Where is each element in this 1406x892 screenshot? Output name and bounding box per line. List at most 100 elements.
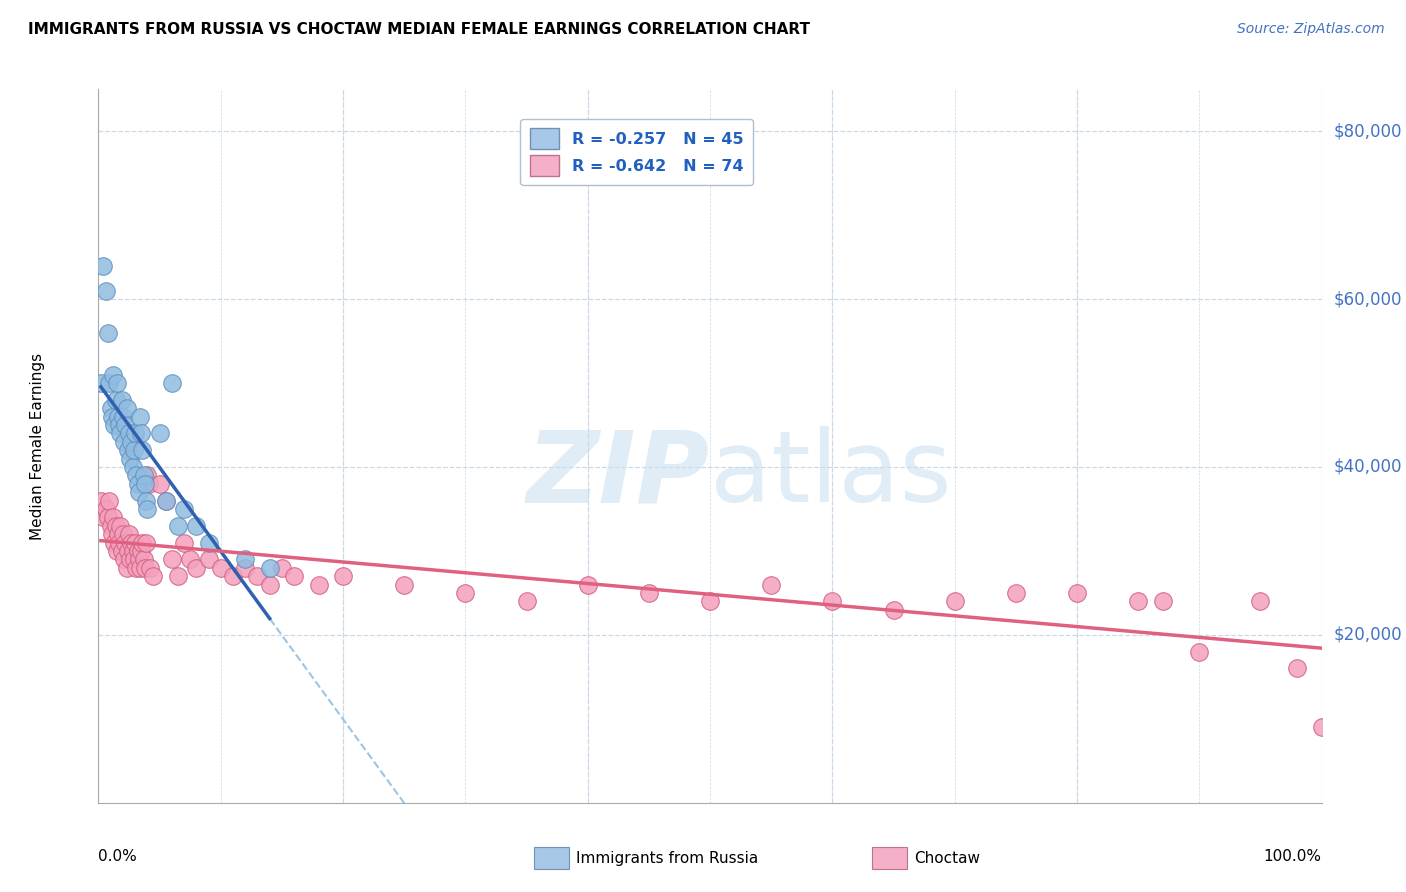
Point	[104, 392, 127, 407]
Point	[101, 368, 124, 382]
Point	[94, 284, 117, 298]
Point	[111, 392, 134, 407]
Point	[186, 560, 208, 574]
Text: $40,000: $40,000	[1334, 458, 1402, 476]
Point	[283, 569, 305, 583]
Point	[1188, 645, 1211, 659]
Point	[883, 603, 905, 617]
Point	[124, 426, 146, 441]
Legend: R = -0.257   N = 45, R = -0.642   N = 74: R = -0.257 N = 45, R = -0.642 N = 74	[520, 119, 752, 186]
Point	[138, 476, 160, 491]
Text: Source: ZipAtlas.com: Source: ZipAtlas.com	[1237, 22, 1385, 37]
Point	[134, 560, 156, 574]
Point	[821, 594, 844, 608]
Point	[197, 552, 219, 566]
Point	[129, 544, 152, 558]
Point	[1066, 586, 1088, 600]
Point	[101, 510, 124, 524]
Point	[103, 535, 125, 549]
Point	[132, 468, 155, 483]
Point	[100, 401, 122, 416]
Point	[132, 552, 155, 566]
Point	[167, 518, 190, 533]
Point	[127, 476, 149, 491]
Point	[111, 544, 134, 558]
Point	[179, 552, 201, 566]
Point	[117, 443, 139, 458]
Point	[103, 417, 125, 432]
Point	[129, 560, 152, 574]
Point	[128, 552, 150, 566]
Point	[121, 544, 143, 558]
Point	[111, 409, 134, 424]
Point	[91, 259, 114, 273]
Point	[100, 518, 122, 533]
Point	[90, 493, 112, 508]
Point	[259, 577, 281, 591]
Point	[105, 376, 128, 390]
Point	[129, 409, 152, 424]
Point	[121, 460, 143, 475]
Point	[129, 426, 152, 441]
Point	[94, 502, 117, 516]
Point	[197, 535, 219, 549]
Text: ZIP: ZIP	[527, 426, 710, 523]
Point	[1004, 586, 1026, 600]
Point	[101, 409, 124, 424]
Point	[117, 544, 139, 558]
Point	[118, 426, 141, 441]
Point	[110, 426, 132, 441]
Point	[101, 527, 124, 541]
Point	[173, 535, 195, 549]
Point	[124, 535, 146, 549]
Point	[160, 552, 183, 566]
Point	[128, 485, 150, 500]
Point	[1249, 594, 1271, 608]
Point	[259, 560, 281, 574]
Point	[135, 493, 157, 508]
Point	[270, 560, 294, 574]
Point	[120, 451, 142, 466]
Point	[149, 426, 172, 441]
Point	[108, 535, 131, 549]
Point	[108, 417, 131, 432]
Point	[149, 476, 172, 491]
Text: 100.0%: 100.0%	[1264, 849, 1322, 863]
Point	[118, 527, 141, 541]
Point	[173, 502, 195, 516]
Point	[111, 527, 134, 541]
Point	[115, 401, 138, 416]
Text: $60,000: $60,000	[1334, 290, 1402, 308]
Point	[155, 493, 177, 508]
Point	[515, 594, 537, 608]
Point	[91, 510, 114, 524]
Point	[233, 552, 256, 566]
Point	[110, 518, 132, 533]
Point	[209, 560, 232, 574]
Point	[233, 560, 256, 574]
Point	[122, 443, 145, 458]
Point	[134, 476, 156, 491]
Point	[332, 569, 354, 583]
Point	[125, 468, 148, 483]
Text: $20,000: $20,000	[1334, 626, 1403, 644]
Point	[97, 326, 120, 340]
Point	[167, 569, 190, 583]
Point	[122, 552, 145, 566]
Text: Choctaw: Choctaw	[914, 851, 980, 865]
Point	[454, 586, 477, 600]
Point	[136, 502, 159, 516]
Point	[105, 544, 128, 558]
Point	[308, 577, 330, 591]
Point	[1128, 594, 1150, 608]
Point	[120, 535, 142, 549]
Point	[576, 577, 599, 591]
Point	[112, 552, 135, 566]
Point	[160, 376, 183, 390]
Point	[120, 552, 142, 566]
Point	[120, 434, 142, 449]
Text: Median Female Earnings: Median Female Earnings	[30, 352, 45, 540]
Point	[1286, 661, 1309, 675]
Point	[136, 468, 159, 483]
Point	[943, 594, 966, 608]
